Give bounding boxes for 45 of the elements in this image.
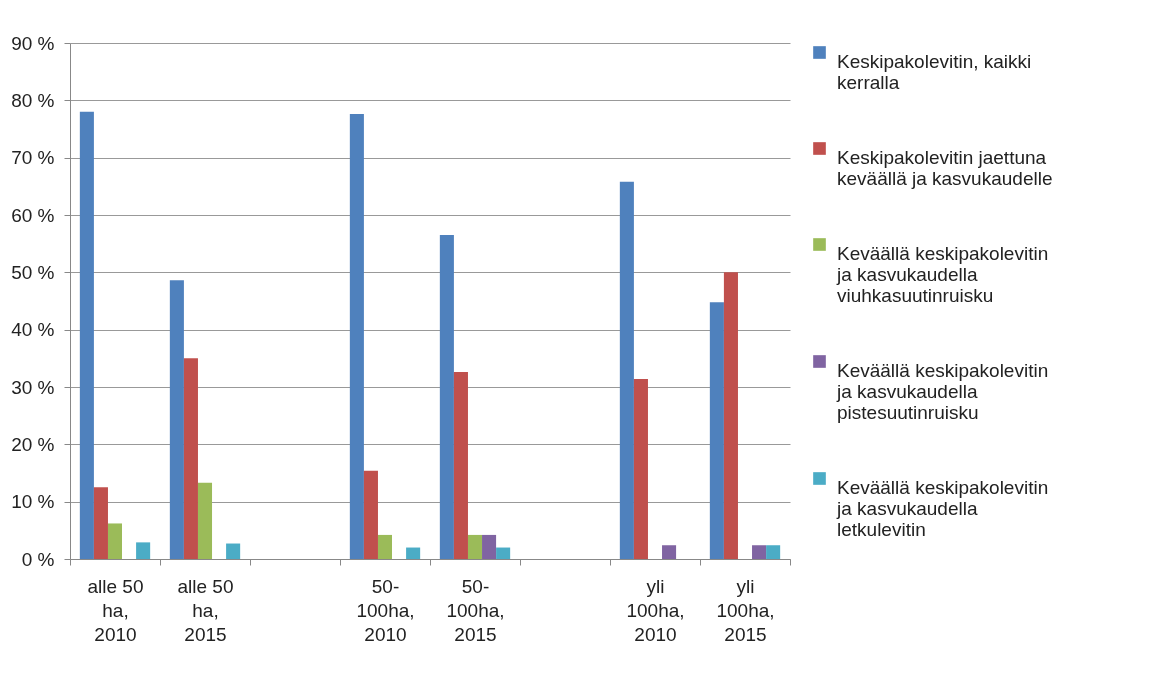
bar bbox=[766, 545, 781, 559]
bar bbox=[633, 378, 648, 559]
y-tick-label: 90 % bbox=[11, 32, 55, 54]
x-tick-label: 50-100ha, 2015 bbox=[446, 575, 505, 645]
bar bbox=[349, 114, 364, 559]
bar bbox=[107, 523, 123, 559]
bar bbox=[482, 534, 497, 559]
bar bbox=[169, 280, 184, 559]
bar bbox=[662, 545, 677, 559]
x-tick-label: alle 50 ha, 2010 bbox=[87, 575, 144, 645]
bar bbox=[93, 487, 108, 559]
bar bbox=[377, 534, 393, 559]
bar bbox=[79, 111, 94, 559]
y-tick-label: 70 % bbox=[11, 147, 55, 169]
bar bbox=[136, 542, 151, 559]
bar bbox=[439, 235, 454, 559]
x-tick-label: yli 100ha, 2010 bbox=[626, 575, 685, 645]
bar bbox=[183, 358, 198, 559]
legend-label: Keskipakolevitin, kaikki kerralla bbox=[837, 50, 1032, 93]
y-tick-label: 30 % bbox=[11, 376, 55, 398]
x-tick-label: yli 100ha, 2015 bbox=[716, 575, 775, 645]
legend-label: Keväällä keskipakolevitin ja kasvukaudella letkulevitin bbox=[836, 476, 1049, 540]
bar bbox=[226, 543, 241, 559]
bar bbox=[496, 547, 511, 559]
bar bbox=[406, 547, 421, 559]
y-tick-label: 40 % bbox=[11, 319, 55, 341]
legend-label: Keskipakolevitin jaettuna keväällä ja kasvukaudelle bbox=[837, 146, 1053, 189]
bar bbox=[197, 482, 213, 559]
bar bbox=[467, 534, 483, 559]
bar bbox=[363, 470, 378, 559]
y-tick-label: 0 % bbox=[21, 548, 55, 570]
y-tick-label: 60 % bbox=[11, 204, 55, 226]
bar bbox=[752, 545, 767, 559]
y-tick-label: 50 % bbox=[11, 261, 55, 283]
bar bbox=[453, 372, 468, 559]
y-tick-label: 10 % bbox=[11, 491, 55, 513]
bar bbox=[723, 272, 738, 559]
bar bbox=[709, 302, 724, 559]
y-tick-label: 20 % bbox=[11, 433, 55, 455]
legend-label: Keväällä keskipakolevitin ja kasvukaudella pistesuutinruisku bbox=[836, 359, 1049, 423]
legend-label: Keväällä keskipakolevitin ja kasvukaudella viuhkasuutinruisku bbox=[836, 242, 1049, 306]
y-tick-label: 80 % bbox=[11, 89, 55, 111]
x-tick-label: alle 50 ha, 2015 bbox=[177, 575, 234, 645]
bar bbox=[619, 181, 634, 559]
x-tick-label: 50-100ha, 2010 bbox=[356, 575, 415, 645]
